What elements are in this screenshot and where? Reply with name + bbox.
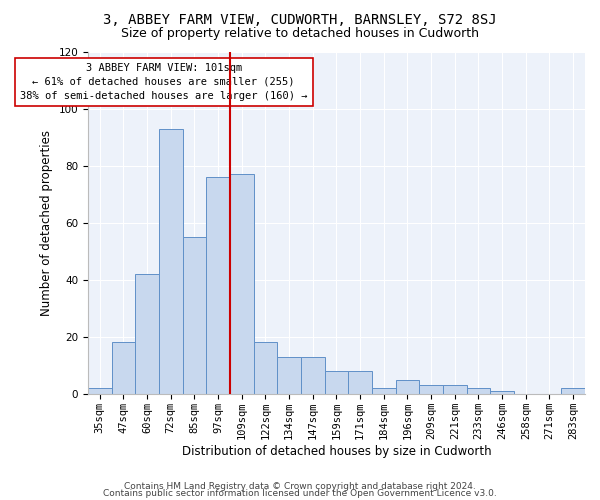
Bar <box>135 274 159 394</box>
X-axis label: Distribution of detached houses by size in Cudworth: Distribution of detached houses by size … <box>182 444 491 458</box>
Bar <box>277 356 301 394</box>
Bar <box>301 356 325 394</box>
Bar <box>206 177 230 394</box>
Bar <box>112 342 135 394</box>
Bar <box>372 388 395 394</box>
Text: Contains public sector information licensed under the Open Government Licence v3: Contains public sector information licen… <box>103 488 497 498</box>
Text: Contains HM Land Registry data © Crown copyright and database right 2024.: Contains HM Land Registry data © Crown c… <box>124 482 476 491</box>
Bar <box>419 385 443 394</box>
Y-axis label: Number of detached properties: Number of detached properties <box>40 130 53 316</box>
Bar <box>182 237 206 394</box>
Bar <box>467 388 490 394</box>
Text: 3, ABBEY FARM VIEW, CUDWORTH, BARNSLEY, S72 8SJ: 3, ABBEY FARM VIEW, CUDWORTH, BARNSLEY, … <box>103 12 497 26</box>
Bar <box>88 388 112 394</box>
Bar <box>348 371 372 394</box>
Bar <box>159 128 182 394</box>
Text: 3 ABBEY FARM VIEW: 101sqm
← 61% of detached houses are smaller (255)
38% of semi: 3 ABBEY FARM VIEW: 101sqm ← 61% of detac… <box>20 63 307 101</box>
Bar <box>443 385 467 394</box>
Text: Size of property relative to detached houses in Cudworth: Size of property relative to detached ho… <box>121 26 479 40</box>
Bar <box>490 391 514 394</box>
Bar <box>230 174 254 394</box>
Bar <box>562 388 585 394</box>
Bar <box>395 380 419 394</box>
Bar <box>254 342 277 394</box>
Bar <box>325 371 348 394</box>
